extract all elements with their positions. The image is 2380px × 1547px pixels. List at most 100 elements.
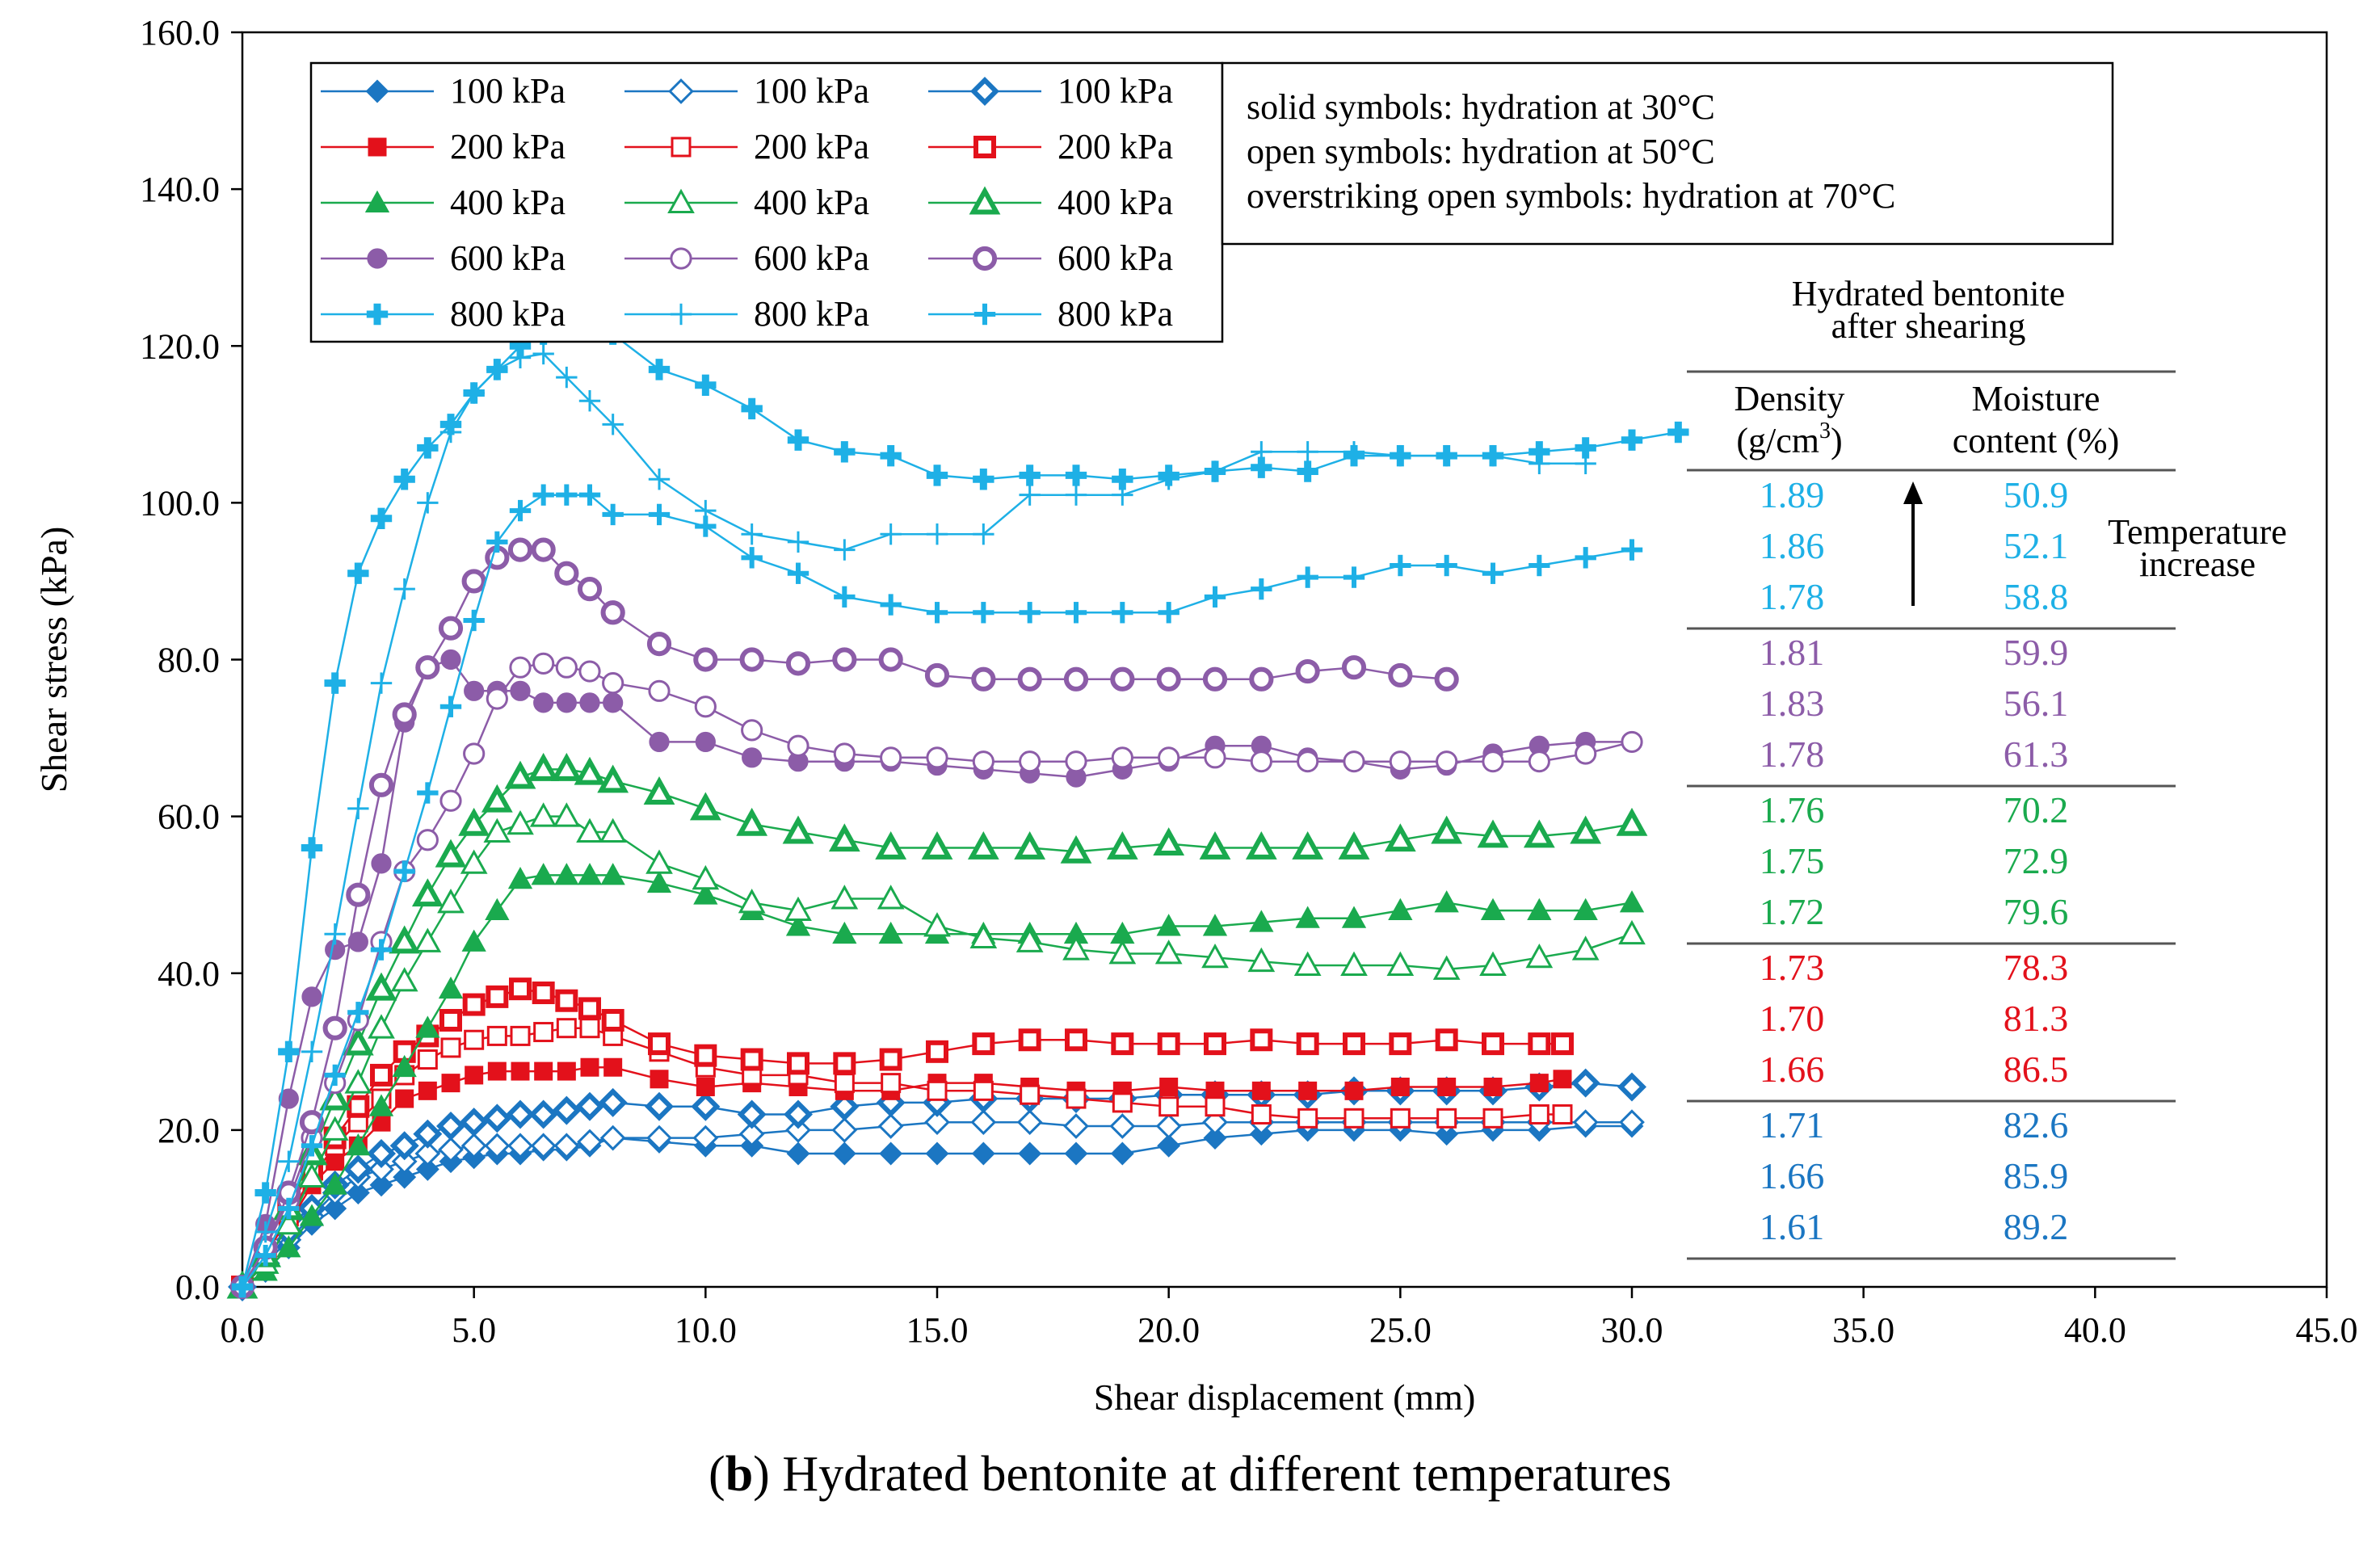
diamond-marker bbox=[438, 1137, 464, 1163]
square-marker bbox=[509, 977, 532, 1001]
circle-marker bbox=[1110, 666, 1135, 692]
square-marker bbox=[1205, 1096, 1226, 1117]
data-point bbox=[787, 562, 809, 584]
diamond-marker bbox=[460, 1133, 487, 1159]
data-point bbox=[552, 1095, 582, 1125]
data-point bbox=[787, 734, 809, 757]
diamond-marker bbox=[646, 1125, 672, 1151]
data-point bbox=[1297, 1108, 1318, 1129]
table-group: 1.89 50.9 1.86 52.1 1.78 58.8 bbox=[1687, 474, 2176, 630]
data-point bbox=[278, 1088, 299, 1109]
data-point bbox=[1575, 547, 1596, 569]
diamond-marker bbox=[482, 1103, 512, 1133]
data-point bbox=[643, 776, 675, 805]
circle-marker bbox=[602, 672, 624, 695]
circle-marker bbox=[785, 651, 811, 676]
data-point bbox=[1344, 1081, 1364, 1100]
triangle-marker bbox=[438, 976, 464, 999]
data-point bbox=[1296, 1032, 1319, 1056]
data-point bbox=[1060, 834, 1092, 864]
data-point bbox=[1553, 1070, 1572, 1089]
diamond-marker bbox=[1155, 1113, 1182, 1139]
data-point bbox=[368, 137, 387, 157]
circle-marker bbox=[464, 680, 485, 701]
data-point bbox=[1340, 951, 1368, 976]
moisture-value: 61.3 bbox=[2004, 734, 2069, 775]
note-line: overstriking open symbols: hydration at … bbox=[1247, 176, 1895, 216]
arrow-label-line2: increase bbox=[2139, 544, 2256, 584]
data-point bbox=[1390, 444, 1411, 467]
circle-marker bbox=[439, 789, 462, 812]
data-point bbox=[1621, 539, 1643, 561]
data-point bbox=[1551, 1032, 1574, 1056]
density-value: 1.66 bbox=[1760, 1155, 1825, 1196]
triangle-marker bbox=[736, 807, 768, 836]
triangle-marker bbox=[689, 792, 721, 821]
data-point bbox=[486, 531, 508, 553]
data-point bbox=[1019, 484, 1041, 506]
data-point bbox=[1341, 906, 1367, 928]
notes-box: solid symbols: hydration at 30°C open sym… bbox=[1221, 61, 2114, 246]
legend-item: 100 kPa bbox=[321, 71, 566, 111]
data-point bbox=[695, 374, 717, 396]
data-point bbox=[695, 515, 717, 537]
data-point bbox=[738, 1120, 765, 1147]
x-tick-label: 20.0 bbox=[1137, 1310, 1200, 1350]
diamond-marker bbox=[877, 1113, 904, 1139]
data-point bbox=[926, 746, 948, 769]
triangle-marker bbox=[1249, 910, 1274, 932]
data-point bbox=[1618, 919, 1646, 945]
data-point bbox=[972, 1032, 995, 1056]
circle-marker bbox=[600, 600, 625, 625]
data-point bbox=[649, 731, 670, 753]
square-marker bbox=[1553, 1070, 1572, 1089]
data-point bbox=[298, 1162, 326, 1188]
triangle-marker bbox=[738, 889, 766, 914]
data-point bbox=[322, 1172, 347, 1195]
data-point bbox=[1617, 1072, 1646, 1102]
legend-label: 600 kPa bbox=[450, 238, 566, 278]
diamond-marker bbox=[343, 1154, 373, 1184]
diamond-marker bbox=[553, 1133, 580, 1159]
circle-marker bbox=[880, 746, 902, 769]
data-point bbox=[507, 1133, 533, 1159]
moisture-value: 86.5 bbox=[2004, 1049, 2069, 1090]
legend: 100 kPa 200 kPa 400 kPa 600 kPa 800 kPa 100 k… bbox=[309, 61, 1224, 343]
square-marker bbox=[1528, 1032, 1551, 1056]
diamond-marker bbox=[459, 1108, 489, 1137]
data-point bbox=[646, 631, 672, 657]
data-point bbox=[393, 578, 415, 600]
legend-label: 200 kPa bbox=[1058, 127, 1173, 166]
diamond-marker bbox=[692, 1125, 719, 1151]
circle-marker bbox=[971, 666, 996, 692]
diamond-marker bbox=[415, 1157, 439, 1181]
data-point bbox=[1343, 1032, 1365, 1056]
data-point bbox=[1202, 1109, 1228, 1136]
legend-item: 100 kPa bbox=[928, 71, 1173, 111]
square-marker bbox=[1111, 1032, 1134, 1056]
square-marker bbox=[1159, 1077, 1179, 1096]
data-point bbox=[301, 837, 323, 859]
data-point bbox=[486, 687, 508, 710]
data-point bbox=[411, 878, 444, 907]
note-line: open symbols: hydration at 50°C bbox=[1247, 132, 1715, 171]
triangle-marker bbox=[599, 818, 627, 843]
triangle-marker bbox=[414, 927, 442, 952]
data-point bbox=[531, 537, 556, 562]
diamond-marker bbox=[367, 1139, 396, 1168]
diamond-marker bbox=[1016, 1109, 1043, 1136]
square-marker bbox=[1529, 1074, 1549, 1093]
data-point bbox=[413, 1119, 443, 1149]
triangle-marker bbox=[1154, 940, 1183, 965]
diamond-marker bbox=[1064, 1141, 1088, 1166]
data-point bbox=[347, 1095, 370, 1118]
square-marker bbox=[926, 1040, 948, 1063]
data-point bbox=[1111, 746, 1133, 769]
data-point bbox=[1063, 1113, 1089, 1139]
data-point bbox=[1431, 815, 1463, 844]
triangle-marker bbox=[875, 830, 907, 860]
data-point bbox=[1525, 943, 1554, 969]
data-point bbox=[1482, 1032, 1504, 1056]
data-point bbox=[367, 1139, 396, 1168]
data-point bbox=[924, 1109, 950, 1136]
